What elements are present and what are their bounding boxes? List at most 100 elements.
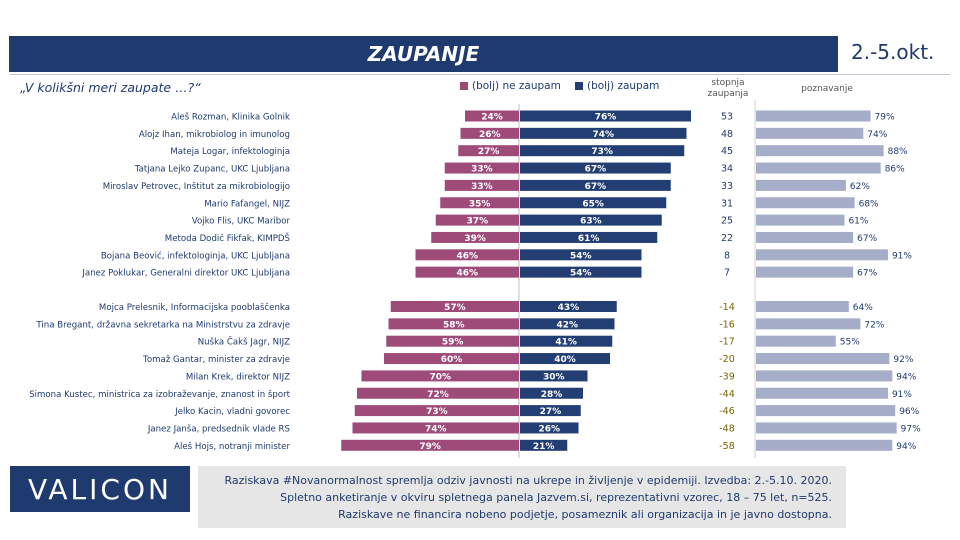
awareness-value-label: 88% — [888, 147, 908, 157]
distrust-value-label: 26% — [479, 130, 501, 140]
legend-trust-label: (bolj) zaupam — [587, 80, 660, 92]
distrust-value-label: 74% — [425, 424, 447, 434]
index-header-line2: zaupanja — [707, 89, 749, 99]
footer-line-3: Raziskave ne financira nobeno podjetje, … — [338, 508, 832, 521]
awareness-bar — [756, 387, 888, 399]
trust-value-label: 40% — [554, 355, 576, 365]
trust-bar — [520, 110, 691, 122]
awareness-bar — [756, 249, 888, 261]
awareness-bar — [756, 197, 855, 209]
trust-value-label: 41% — [555, 338, 577, 348]
awareness-value-label: 91% — [892, 251, 912, 261]
trust-bar — [520, 301, 617, 312]
row-label: Aleš Hojs, notranji minister — [174, 441, 290, 452]
distrust-value-label: 24% — [481, 113, 503, 123]
distrust-value-label: 57% — [444, 303, 466, 313]
row-label: Tomaž Gantar, minister za zdravje — [142, 355, 290, 365]
distrust-bar — [357, 387, 519, 399]
trust-value-label: 67% — [585, 182, 607, 192]
legend-distrust-swatch — [460, 82, 468, 90]
distrust-value-label: 58% — [443, 320, 465, 330]
trust-index-value: 31 — [721, 198, 733, 209]
trust-index-value: 22 — [721, 233, 733, 244]
row-label: Aleš Rozman, Klinika Golnik — [171, 112, 290, 123]
trust-index-value: -16 — [719, 319, 735, 330]
row-label: Alojz Ihan, mikrobiolog in imunolog — [139, 130, 290, 140]
survey-question: „V kolikšni meri zaupate …?“ — [20, 80, 201, 95]
awareness-value-label: 55% — [840, 338, 860, 348]
trust-bar — [520, 370, 588, 382]
distrust-value-label: 33% — [471, 165, 493, 175]
awareness-value-label: 92% — [893, 355, 913, 365]
trust-bar — [520, 335, 613, 347]
distrust-bar — [444, 162, 519, 174]
row-label: Janez Janša, predsednik vlade RS — [147, 423, 290, 434]
awareness-value-label: 86% — [885, 165, 905, 175]
awareness-value-label: 79% — [875, 113, 895, 123]
awareness-value-label: 64% — [853, 303, 873, 313]
row-label: Tina Bregant, državna sekretarka na Mini… — [35, 320, 290, 330]
trust-bar — [520, 353, 610, 365]
distrust-bar — [465, 110, 519, 122]
trust-index-value: 25 — [721, 216, 733, 227]
distrust-value-label: 60% — [441, 355, 463, 365]
index-column-header: stopnja zaupanja — [700, 78, 756, 100]
survey-date: 2.-5.okt. — [851, 40, 935, 64]
trust-bar — [520, 439, 568, 451]
awareness-value-label: 72% — [864, 320, 884, 330]
index-header-line1: stopnja — [711, 78, 745, 88]
row-label: Mario Fafangel, NIJZ — [204, 199, 290, 209]
trust-bar — [520, 162, 671, 174]
distrust-bar — [386, 335, 519, 347]
distrust-value-label: 35% — [469, 199, 491, 209]
distrust-bar — [390, 301, 519, 312]
trust-index-value: -46 — [719, 406, 735, 417]
distrust-bar — [458, 145, 519, 157]
distrust-bar — [388, 318, 519, 330]
awareness-bar — [756, 439, 893, 451]
awareness-bar — [756, 318, 861, 330]
distrust-bar — [361, 370, 519, 382]
distrust-value-label: 59% — [442, 338, 464, 348]
awareness-bar — [756, 179, 846, 191]
awareness-column-header: poznavanje — [801, 84, 853, 94]
distrust-bar — [460, 127, 519, 139]
awareness-bar — [756, 370, 893, 382]
row-label: Mojca Prelesnik, Informacijska pooblašče… — [99, 302, 290, 313]
distrust-value-label: 46% — [456, 269, 478, 279]
distrust-bar — [415, 266, 519, 278]
trust-value-label: 30% — [543, 372, 565, 382]
trust-value-label: 61% — [578, 234, 600, 244]
valicon-logo: VALICON — [10, 466, 190, 512]
row-label: Janez Poklukar, Generalni direktor UKC L… — [81, 269, 290, 279]
row-label: Metoda Dodič Fikfak, KIMPDŠ — [165, 232, 290, 244]
legend-trust: (bolj) zaupam — [575, 80, 659, 92]
trust-index-value: 53 — [721, 112, 733, 123]
distrust-bar — [352, 422, 519, 434]
distrust-bar — [444, 179, 519, 191]
awareness-bar — [756, 335, 836, 347]
distrust-bar — [431, 231, 519, 243]
trust-bar — [520, 179, 671, 191]
trust-index-value: 34 — [721, 164, 733, 175]
awareness-bar — [756, 301, 849, 312]
trust-bar — [520, 387, 583, 399]
row-label: Jelko Kacin, vladni govorec — [174, 407, 290, 417]
row-label: Milan Krek, direktor NIJZ — [186, 372, 290, 382]
trust-value-label: 65% — [582, 199, 604, 209]
footer-line-2: Spletno anketiranje v okviru spletnega p… — [280, 491, 832, 504]
trust-index-value: 45 — [721, 146, 733, 157]
legend-distrust: (bolj) ne zaupam — [460, 80, 561, 92]
awareness-value-label: 91% — [892, 390, 912, 400]
chart-title-bar: ZAUPANJE — [9, 36, 838, 72]
distrust-value-label: 46% — [456, 251, 478, 261]
trust-bar — [520, 422, 579, 434]
footer-note: Raziskava #Novanormalnost spremlja odziv… — [198, 466, 846, 528]
trust-value-label: 26% — [538, 424, 560, 434]
distrust-bar — [435, 214, 519, 226]
header-divider — [10, 74, 950, 75]
distrust-value-label: 72% — [427, 390, 449, 400]
trust-index-value: -17 — [719, 337, 735, 348]
awareness-bar — [756, 162, 881, 174]
awareness-value-label: 96% — [899, 407, 919, 417]
